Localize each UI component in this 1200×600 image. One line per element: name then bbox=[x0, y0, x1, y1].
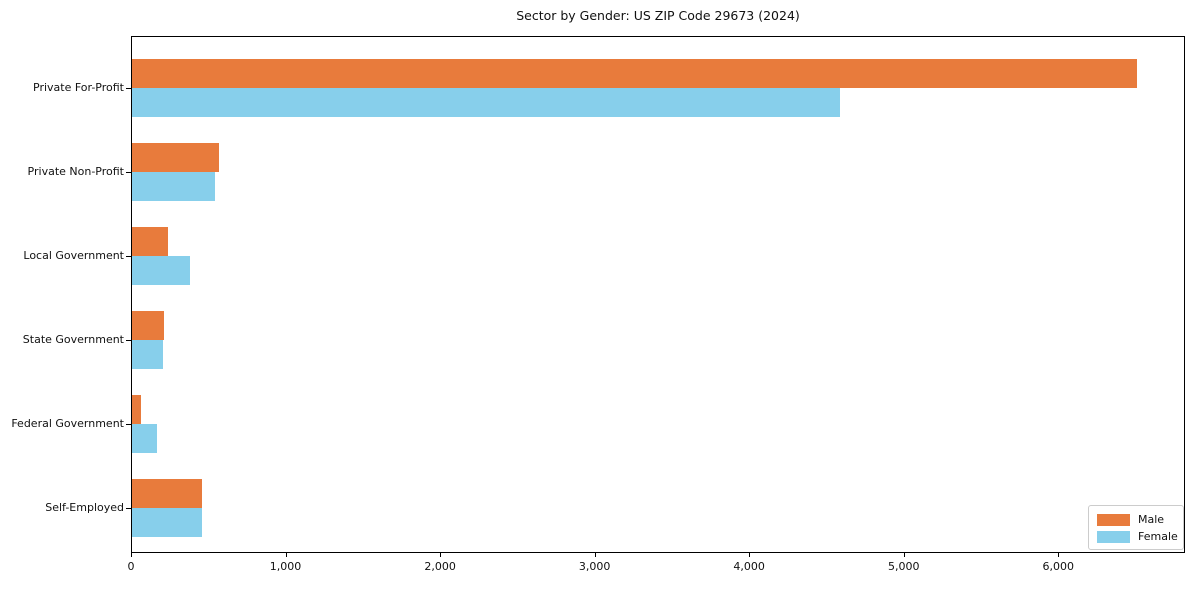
x-tick-mark bbox=[1058, 553, 1060, 557]
bar-male-self-employed bbox=[132, 479, 202, 509]
x-tick-label-4000: 4,000 bbox=[733, 560, 765, 573]
x-tick-label-3000: 3,000 bbox=[578, 560, 611, 573]
y-tick-mark bbox=[126, 87, 131, 89]
bar-female-self-employed bbox=[132, 508, 202, 538]
bar-female-local-government bbox=[132, 255, 190, 285]
bar-male-state-government bbox=[132, 310, 164, 340]
plot-area bbox=[131, 36, 1185, 553]
x-tick-mark bbox=[285, 553, 287, 557]
y-tick-label-federal-government: Federal Government bbox=[11, 417, 124, 431]
y-tick-label-local-government: Local Government bbox=[23, 248, 124, 262]
bar-male-federal-government bbox=[132, 395, 141, 425]
x-tick-label-6000: 6,000 bbox=[1042, 560, 1075, 573]
legend-label-male: Male bbox=[1138, 513, 1165, 526]
bar-female-state-government bbox=[132, 339, 163, 369]
y-tick-mark bbox=[126, 339, 131, 341]
legend-item-female: Female bbox=[1097, 529, 1183, 545]
x-tick-mark bbox=[440, 553, 442, 557]
x-tick-label-1000: 1,000 bbox=[269, 560, 302, 573]
legend-swatch-male bbox=[1097, 514, 1130, 526]
x-tick-label-2000: 2,000 bbox=[424, 560, 456, 573]
bar-female-private-non-profit bbox=[132, 171, 215, 201]
bar-male-local-government bbox=[132, 226, 168, 256]
y-tick-mark bbox=[126, 255, 131, 257]
legend-label-female: Female bbox=[1138, 530, 1178, 543]
y-tick-label-private-for-profit: Private For-Profit bbox=[33, 80, 124, 94]
chart-title: Sector by Gender: US ZIP Code 29673 (202… bbox=[516, 8, 800, 23]
legend-item-male: Male bbox=[1097, 512, 1183, 528]
x-tick-label-0: 0 bbox=[127, 560, 135, 573]
x-tick-label-5000: 5,000 bbox=[887, 560, 920, 573]
bar-male-private-for-profit bbox=[132, 58, 1137, 88]
legend-swatch-female bbox=[1097, 531, 1130, 543]
x-tick-mark bbox=[594, 553, 596, 557]
x-tick-mark bbox=[131, 553, 132, 557]
bar-female-federal-government bbox=[132, 424, 157, 454]
y-tick-label-private-non-profit: Private Non-Profit bbox=[27, 164, 124, 178]
y-tick-label-self-employed: Self-Employed bbox=[45, 501, 124, 515]
x-tick-mark bbox=[903, 553, 905, 557]
bar-female-private-for-profit bbox=[132, 87, 840, 117]
y-tick-mark bbox=[126, 171, 131, 173]
bar-male-private-non-profit bbox=[132, 142, 219, 172]
x-tick-mark bbox=[749, 553, 751, 557]
y-tick-mark bbox=[126, 424, 131, 426]
y-tick-mark bbox=[126, 508, 131, 510]
legend: Male Female bbox=[1088, 505, 1184, 550]
y-tick-label-state-government: State Government bbox=[22, 332, 124, 346]
